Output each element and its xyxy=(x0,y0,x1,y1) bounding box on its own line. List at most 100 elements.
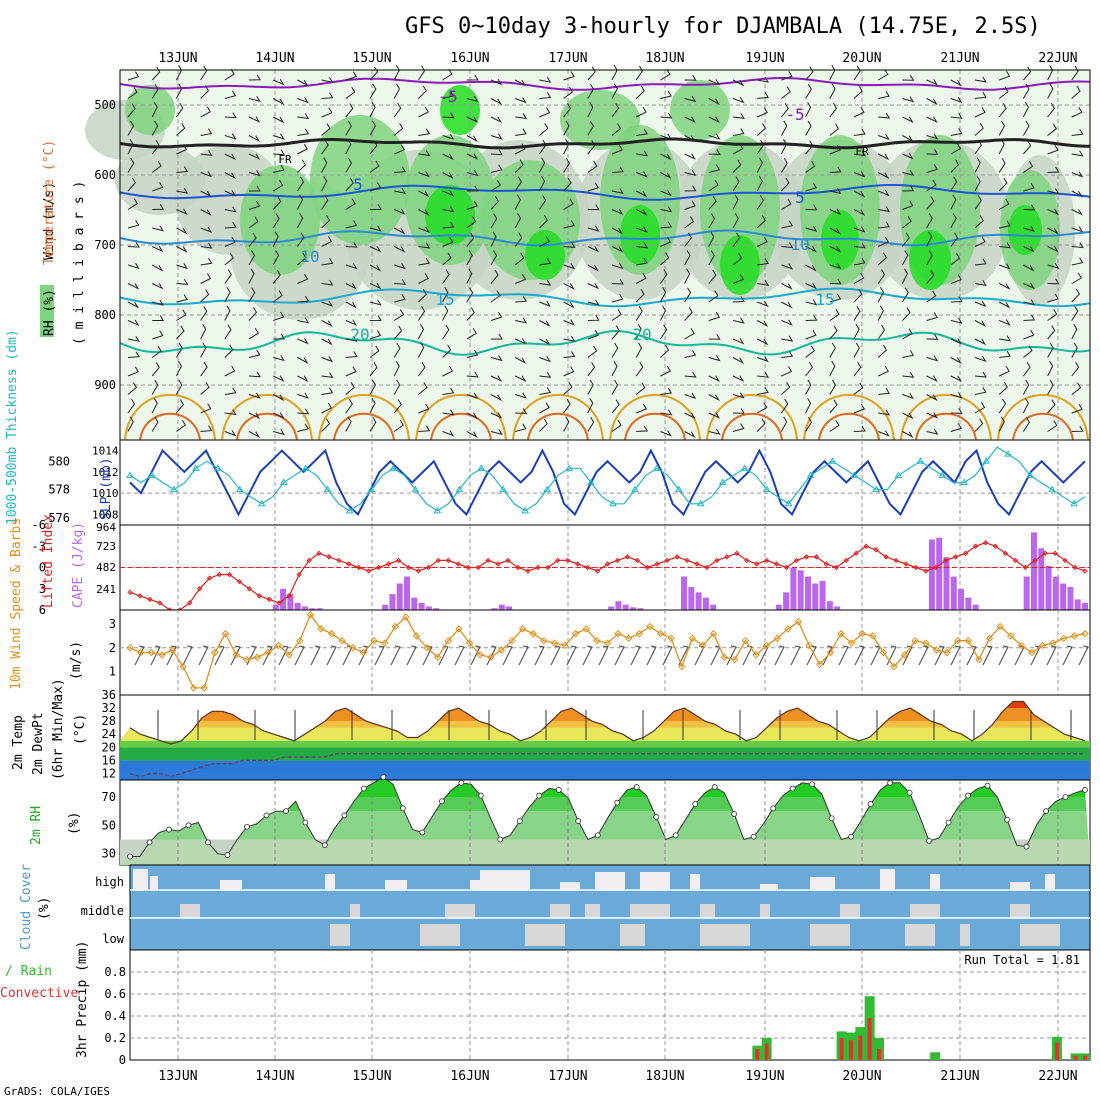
rh-legend-swatch xyxy=(40,285,54,337)
wind-barb xyxy=(273,311,285,321)
precip-conv-bar xyxy=(1054,1042,1059,1060)
wind-barb xyxy=(297,317,310,324)
upper-grid xyxy=(120,70,1090,440)
wind-barb xyxy=(393,379,401,395)
wind-barb xyxy=(611,188,624,195)
lifted-index-point xyxy=(1032,557,1038,564)
wind-barb xyxy=(272,412,285,419)
wind-barb xyxy=(418,425,431,432)
tick-label: -6 xyxy=(32,518,46,532)
wind-barb xyxy=(1047,208,1059,216)
wind-barb xyxy=(417,323,425,340)
wind-barb xyxy=(418,190,430,198)
wind-barb xyxy=(248,371,261,378)
thickness-point xyxy=(960,478,969,485)
wind-barb xyxy=(321,387,334,395)
wind-barb xyxy=(563,416,570,432)
wind-barb xyxy=(950,392,963,399)
wind-barb xyxy=(684,250,691,266)
date-label-bottom: 20JUN xyxy=(842,1069,881,1084)
wind-barb xyxy=(539,418,548,432)
rh2m-point xyxy=(516,818,523,824)
wind-barb xyxy=(611,419,622,432)
wind-barb xyxy=(950,79,962,87)
thickness-point xyxy=(653,464,661,471)
wind-barb xyxy=(369,397,376,414)
lifted-index-point xyxy=(545,564,551,571)
wind-barb xyxy=(708,179,719,192)
wind-barb xyxy=(999,220,1011,229)
wind-barb xyxy=(756,320,769,327)
wind-barb xyxy=(369,225,382,232)
wind-barb xyxy=(926,428,939,435)
wind-barb xyxy=(732,423,745,432)
temp-band xyxy=(120,740,1090,748)
thickness-point xyxy=(257,499,266,507)
wind-barb xyxy=(393,227,406,235)
cape-bar xyxy=(695,592,702,610)
thickness-point xyxy=(191,464,200,471)
wind-barb xyxy=(515,423,527,432)
wind-barb xyxy=(1071,242,1084,249)
wind-barb xyxy=(1023,66,1032,81)
wind-barb xyxy=(611,342,619,358)
wind-barb xyxy=(345,103,354,118)
cape-bar xyxy=(775,604,782,610)
wind-barb xyxy=(442,90,455,99)
minmax-whisker xyxy=(642,710,684,740)
wind-barb xyxy=(829,379,836,395)
dewpt2m-line xyxy=(129,753,1085,778)
wind-barb xyxy=(660,409,673,416)
wind-barb xyxy=(1071,257,1084,266)
minmax-whisker xyxy=(448,710,490,740)
wind-barb xyxy=(224,112,237,119)
lifted-index-axis-label: Lifted Index xyxy=(41,514,56,608)
wind-barb xyxy=(417,306,426,321)
cape-bar xyxy=(382,604,389,610)
wind10m-barb xyxy=(214,645,225,666)
wind-barb xyxy=(829,262,842,270)
wind10m-barb xyxy=(742,645,753,666)
cape-bar xyxy=(433,608,440,610)
wind-barb xyxy=(781,350,794,358)
wind-barb xyxy=(756,123,767,136)
wind-barb xyxy=(756,107,768,118)
rh2m-point xyxy=(302,819,309,826)
wind-barb xyxy=(708,213,716,229)
rh2m-point xyxy=(224,852,231,858)
wind-barb xyxy=(200,403,212,414)
lifted-index-point xyxy=(634,557,641,564)
wind10m-barb xyxy=(454,645,465,666)
wind-barb xyxy=(587,182,600,192)
wind-barb xyxy=(442,344,452,358)
wind-barb xyxy=(877,236,889,247)
wind-barb xyxy=(321,107,333,118)
wind-barb xyxy=(902,169,915,176)
rh2m-point xyxy=(263,812,270,819)
wind-barb xyxy=(563,157,570,173)
wind-barb xyxy=(563,319,576,326)
wind10m-point xyxy=(571,629,580,638)
wind-barb xyxy=(127,86,138,99)
lifted-index-point xyxy=(823,561,830,567)
lifted-index-point xyxy=(674,554,680,560)
wind-barb xyxy=(1047,420,1058,432)
wind-barb xyxy=(853,305,861,321)
wind-barb xyxy=(369,362,378,377)
contour-30 xyxy=(721,412,783,441)
wind-barb xyxy=(224,252,234,266)
lifted-index-point xyxy=(405,564,412,571)
wind-barb xyxy=(466,96,479,103)
rh2m-point xyxy=(633,784,640,790)
wind-barb xyxy=(950,232,959,247)
wind-barb xyxy=(611,227,624,235)
contour-label: 20 xyxy=(632,325,651,344)
wind-barb xyxy=(151,282,164,290)
cloud-bar-high xyxy=(1045,874,1055,890)
wind10m-point xyxy=(455,625,463,633)
wind10m-point xyxy=(465,639,474,647)
wind-barb xyxy=(345,241,358,248)
wind-barb xyxy=(563,198,574,210)
wind-barb xyxy=(708,116,721,124)
wind-barb xyxy=(127,177,136,192)
